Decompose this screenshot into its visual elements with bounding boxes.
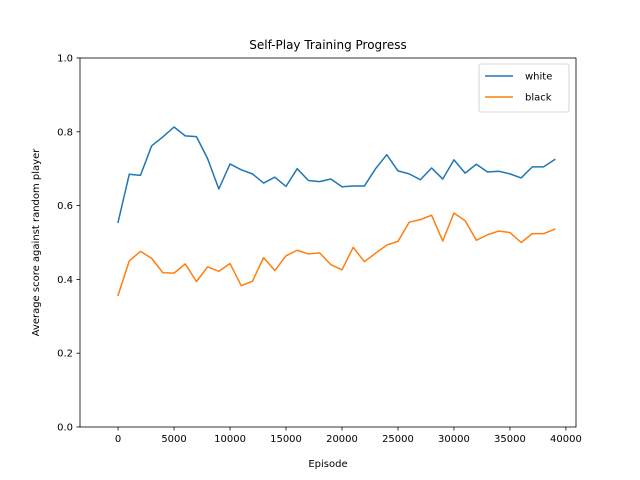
legend-box <box>478 63 570 113</box>
y-tick-label: 1.0 <box>57 54 73 65</box>
axes-frame <box>79 57 577 428</box>
legend-label-white: white <box>525 72 552 83</box>
y-tick-label: 0.4 <box>57 275 73 286</box>
series-line-white <box>117 126 556 224</box>
y-tick-label: 0.8 <box>57 127 73 138</box>
y-tick-label: 0.2 <box>57 349 73 360</box>
y-tick-label: 0.0 <box>57 423 73 434</box>
x-tick-label: 0 <box>115 434 121 445</box>
x-tick-label: 40000 <box>550 434 582 445</box>
x-tick-label: 15000 <box>270 434 302 445</box>
legend: white black <box>478 63 570 113</box>
x-tick-label: 30000 <box>438 434 470 445</box>
legend-label-black: black <box>525 93 552 104</box>
x-tick-label: 25000 <box>382 434 414 445</box>
chart-title: Self-Play Training Progress <box>249 38 406 52</box>
y-axis-title: Average score against random player <box>31 148 42 337</box>
x-tick-label: 10000 <box>214 434 246 445</box>
x-tick-label: 20000 <box>326 434 358 445</box>
series-line-black <box>117 212 556 297</box>
y-tick-label: 0.6 <box>57 201 73 212</box>
x-axis-title: Episode <box>308 459 347 470</box>
plot-area: 0 5000 10000 15000 20000 25000 30000 35000 40000… <box>57 54 582 446</box>
x-tick-label: 5000 <box>161 434 186 445</box>
x-tick-label: 35000 <box>494 434 526 445</box>
